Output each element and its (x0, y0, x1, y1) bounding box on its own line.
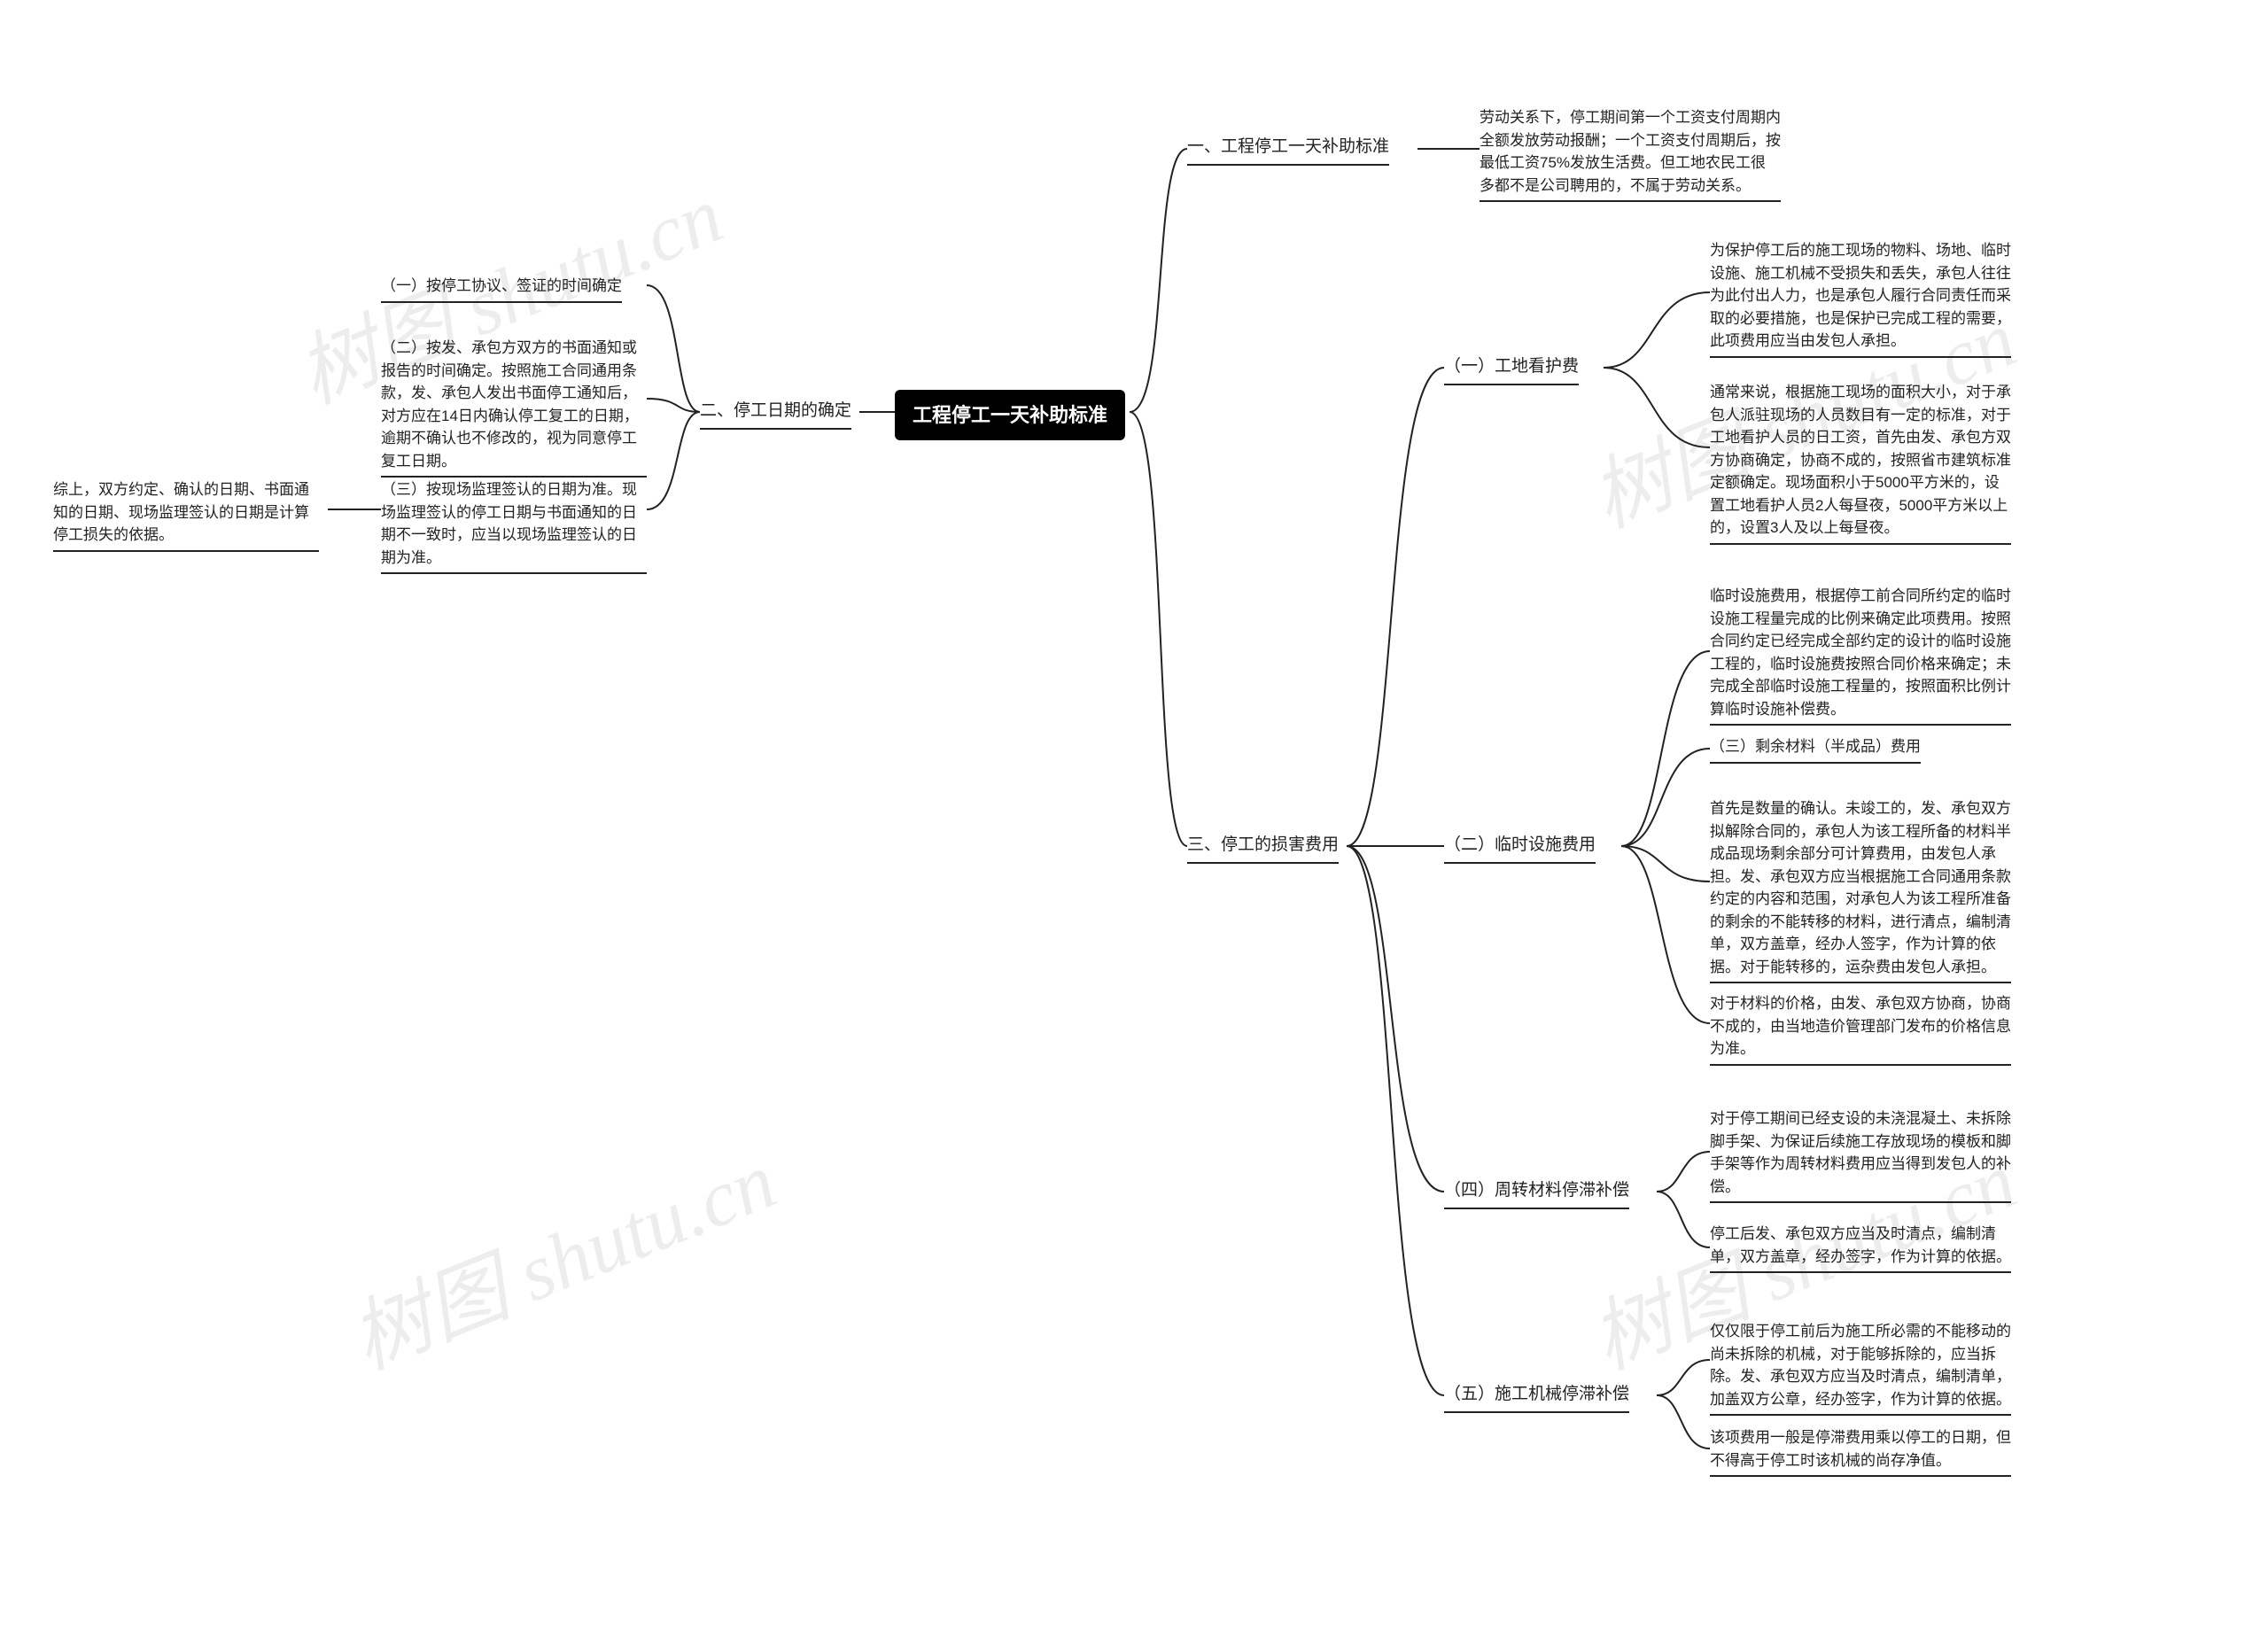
branch-damage-cost[interactable]: 三、停工的损害费用 (1187, 833, 1339, 864)
sub-machinery[interactable]: （五）施工机械停滞补偿 (1444, 1382, 1629, 1413)
root-node[interactable]: 工程停工一天补助标准 (895, 390, 1125, 440)
sub-temp-facility[interactable]: （二）临时设施费用 (1444, 833, 1596, 864)
leaf-turnover-1: 对于停工期间已经支设的未浇混凝土、未拆除脚手架、为保证后续施工存放现场的模板和脚… (1710, 1107, 2011, 1203)
leaf-temp-4: 对于材料的价格，由发、承包双方协商，协商不成的，由当地造价管理部门发布的价格信息… (1710, 992, 2011, 1066)
sub-turnover-material[interactable]: （四）周转材料停滞补偿 (1444, 1178, 1629, 1209)
leaf-machinery-2: 该项费用一般是停滞费用乘以停工的日期，但不得高于停工时该机械的尚存净值。 (1710, 1426, 2011, 1477)
leaf-guard-2: 通常来说，根据施工现场的面积大小，对于承包人派驻现场的人员数目有一定的标准，对于… (1710, 381, 2011, 545)
leaf-date-summary: 综上，双方约定、确认的日期、书面通知的日期、现场监理签认的日期是计算停工损失的依… (53, 478, 319, 552)
branch-stop-date[interactable]: 二、停工日期的确定 (700, 399, 851, 430)
leaf-temp-3: 首先是数量的确认。未竣工的，发、承包双方拟解除合同的，承包人为该工程所备的材料半… (1710, 797, 2011, 983)
leaf-date-3: （三）按现场监理签认的日期为准。现场监理签认的停工日期与书面通知的日期不一致时，… (381, 478, 647, 574)
leaf-date-2: （二）按发、承包方双方的书面通知或报告的时间确定。按照施工合同通用条款，发、承包… (381, 337, 647, 478)
leaf-standard-detail: 劳动关系下，停工期间第一个工资支付周期内全额发放劳动报酬；一个工资支付周期后，按… (1480, 106, 1781, 202)
leaf-machinery-1: 仅仅限于停工前后为施工所必需的不能移动的尚未拆除的机械，对于能够拆除的，应当拆除… (1710, 1320, 2011, 1416)
leaf-temp-2: （三）剩余材料（半成品）费用 (1710, 735, 1921, 764)
branch-standard[interactable]: 一、工程停工一天补助标准 (1187, 135, 1389, 166)
sub-site-guard[interactable]: （一）工地看护费 (1444, 354, 1579, 385)
leaf-temp-1: 临时设施费用，根据停工前合同所约定的临时设施工程量完成的比例来确定此项费用。按照… (1710, 585, 2011, 726)
leaf-guard-1: 为保护停工后的施工现场的物料、场地、临时设施、施工机械不受损失和丢失，承包人往往… (1710, 239, 2011, 358)
watermark: 树图 shutu.cn (331, 1116, 789, 1391)
leaf-turnover-2: 停工后发、承包双方应当及时清点，编制清单，双方盖章，经办签字，作为计算的依据。 (1710, 1223, 2011, 1273)
leaf-date-1: （一）按停工协议、签证的时间确定 (381, 275, 622, 303)
